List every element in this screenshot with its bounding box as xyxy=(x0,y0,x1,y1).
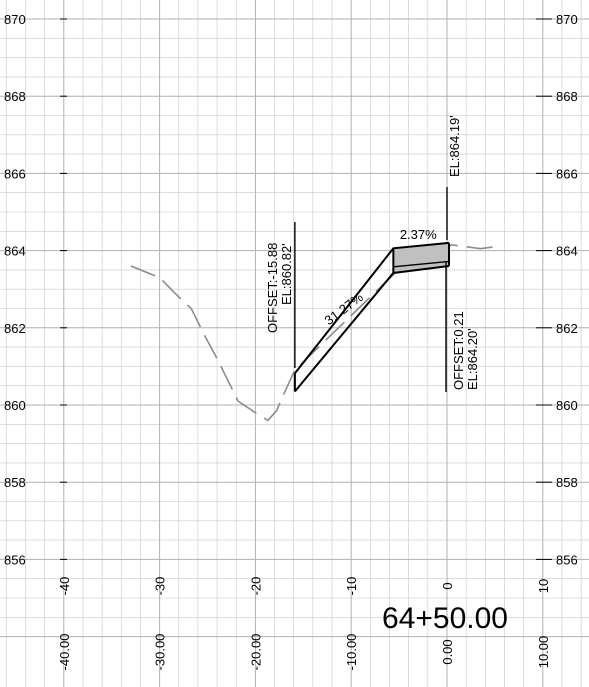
x-tick-label-bottom: 10.00 xyxy=(536,636,551,669)
y-tick-label-left: 860 xyxy=(4,398,26,413)
y-tick-label-right: 856 xyxy=(556,552,578,567)
centerline-elevation-text: EL:864.19' xyxy=(447,115,462,177)
x-tick-label-top: 10 xyxy=(536,579,551,593)
station-label: 64+50.00 xyxy=(382,602,508,635)
x-tick-label-top: -10 xyxy=(344,577,359,596)
y-tick-label-left: 864 xyxy=(4,244,26,259)
y-tick-label-left: 868 xyxy=(4,89,26,104)
x-axis-labels-bottom: -40.00 -30.00 -20.00 -10.00 0.00 10.00 xyxy=(57,634,551,671)
x-tick-label-top: -20 xyxy=(248,577,263,596)
pavement-layer-line xyxy=(393,260,450,268)
existing-ground-line xyxy=(130,243,496,422)
slope-label-pavement: 2.37% xyxy=(400,227,437,242)
y-tick-label-left: 858 xyxy=(4,475,26,490)
left-offset-text: OFFSET:-15.88 xyxy=(265,243,280,333)
proposed-bottom-line xyxy=(294,265,450,393)
proposed-section xyxy=(293,241,451,393)
x-tick-label-bottom: -10.00 xyxy=(344,634,359,671)
y-tick-label-right: 864 xyxy=(556,244,578,259)
y-tick-label-left: 870 xyxy=(4,12,26,27)
right-offset-text: OFFSET:0.21 xyxy=(451,311,466,390)
y-tick-label-left: 862 xyxy=(4,321,26,336)
y-tick-label-right: 866 xyxy=(556,166,578,181)
left-elevation-text: EL:860.82' xyxy=(279,243,294,305)
y-axis-labels-left: 856 858 860 862 864 866 868 870 xyxy=(4,12,67,567)
existing-ground-polyline xyxy=(130,243,496,422)
y-axis-labels-right: 856 858 860 862 864 866 868 870 xyxy=(536,12,578,567)
x-tick-label-bottom: -20.00 xyxy=(248,634,263,671)
x-tick-label-bottom: 0.00 xyxy=(440,639,455,664)
y-tick-label-left: 856 xyxy=(4,552,26,567)
x-tick-label-top: 0 xyxy=(440,582,455,589)
y-tick-label-right: 862 xyxy=(556,321,578,336)
x-tick-label-top: -30 xyxy=(153,577,168,596)
x-tick-label-bottom: -40.00 xyxy=(57,634,72,671)
right-elevation-text: EL:864.20' xyxy=(465,328,480,390)
x-tick-label-bottom: -30.00 xyxy=(153,634,168,671)
y-tick-label-right: 858 xyxy=(556,475,578,490)
y-tick-label-right: 868 xyxy=(556,89,578,104)
y-tick-label-right: 860 xyxy=(556,398,578,413)
y-tick-label-left: 866 xyxy=(4,166,26,181)
x-axis-labels-top: -40 -30 -20 -10 0 10 xyxy=(57,577,551,596)
x-tick-label-top: -40 xyxy=(57,577,72,596)
y-tick-label-right: 870 xyxy=(556,12,578,27)
